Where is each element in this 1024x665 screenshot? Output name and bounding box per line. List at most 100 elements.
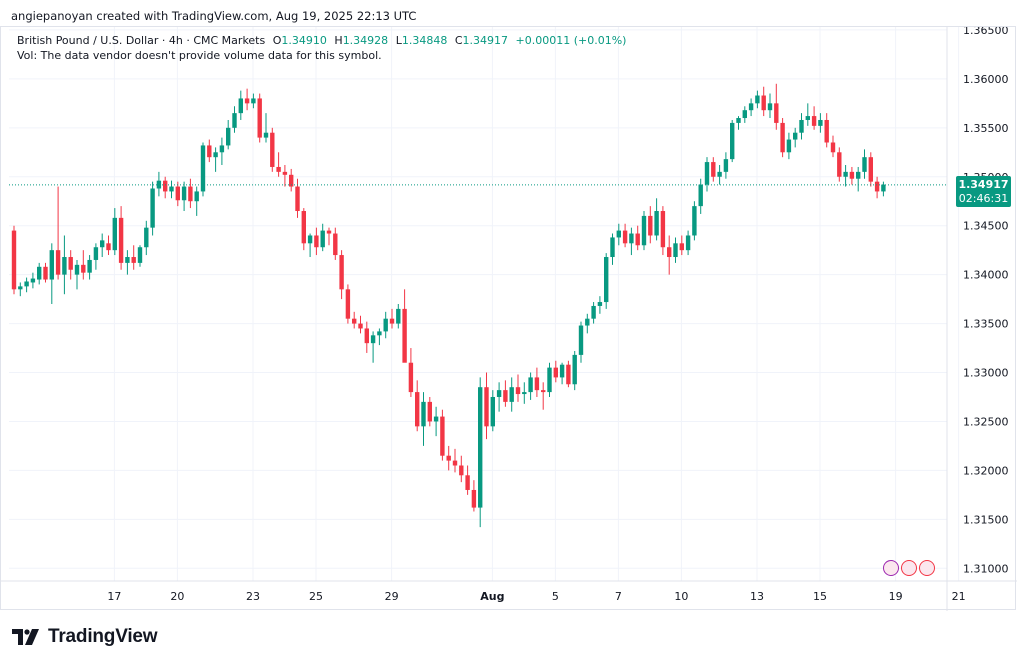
economic-events[interactable] [883,560,937,576]
candle-body [194,191,199,202]
candle-down [679,235,684,256]
candle-down [534,367,540,397]
candle-body [238,98,243,114]
candle-body [200,145,206,192]
candle-body [730,122,735,160]
candle-body [81,264,86,273]
flag-uk-icon[interactable] [919,560,935,576]
candle-up [673,237,678,263]
candle-body [93,247,99,260]
candle-up [843,165,848,187]
last-price-tag: 1.34917 02:46:31 [956,176,1011,207]
candle-up [616,223,621,246]
candle-body [307,235,313,244]
candle-down [389,308,395,329]
x-tick-label: 7 [615,590,622,603]
candle-body [509,387,514,402]
candle-down [427,396,432,427]
high-value: 1.34928 [342,34,389,47]
candle-body [597,302,603,306]
candle-up [232,106,237,133]
candle-up [818,113,823,133]
candle-down [837,147,842,182]
candle-up [547,362,552,397]
change-value: +0.00011 (+0.01%) [515,34,627,47]
candle-down [471,480,477,512]
candle-body [629,233,634,244]
candle-body [446,455,451,461]
candle-body [604,257,609,303]
countdown-timer: 02:46:31 [958,192,1009,205]
candle-body [11,230,17,290]
candle-body [163,180,168,192]
tradingview-logo[interactable]: TradingView [12,626,158,648]
candle-body [685,235,691,251]
candle-body [641,215,647,246]
candle-body [774,103,779,123]
candle-down [446,445,451,471]
candle-body [421,401,426,427]
candle-up [421,392,426,446]
candle-body [723,159,729,172]
candle-up [654,198,659,241]
y-tick-label: 1.32000 [963,464,1009,477]
price-chart[interactable]: 1.365001.360001.355001.350001.345001.340… [1,27,1017,611]
candle-body [471,489,477,508]
x-tick-label: 19 [889,590,903,603]
candle-down [276,152,281,177]
candle-up [49,243,54,304]
candle-body [673,243,678,258]
candle-body [433,416,439,422]
high-label: H [334,34,343,47]
candle-body [528,377,533,393]
candle-body [282,171,288,175]
candle-body [585,318,590,326]
flag-us-icon[interactable] [901,560,917,576]
candle-down [811,106,817,130]
candle-up [730,119,735,163]
candle-body [541,390,546,393]
candle-up [591,302,596,324]
candle-body [219,145,225,153]
candle-body [364,328,369,344]
x-tick-label: Aug [480,590,504,603]
candle-body [169,186,174,192]
candle-down [55,186,61,280]
candle-up [181,181,187,212]
candle-body [232,113,237,128]
candle-down [780,118,785,158]
candle-up [509,377,514,412]
candle-body [811,116,817,126]
candle-body [440,416,445,456]
candle-down [868,152,873,187]
economic-event-icon[interactable] [883,560,899,576]
candle-body [188,186,193,202]
candle-body [49,250,54,280]
candle-up [522,382,527,404]
candle-body [692,206,697,236]
candle-down [761,86,766,117]
x-tick-label: 5 [552,590,559,603]
candle-down [566,360,571,388]
candle-body [799,119,804,133]
candle-body [244,98,250,104]
chart-panel[interactable]: 1.365001.360001.355001.350001.345001.340… [0,26,1017,611]
candle-down [339,250,344,300]
candle-up [377,328,382,346]
x-tick-label: 25 [309,590,323,603]
candle-body [490,396,495,427]
candle-body [320,230,325,248]
close-value: 1.34917 [462,34,509,47]
candle-down [484,372,489,440]
candle-body [566,364,571,385]
candle-up [748,98,754,117]
candle-down [106,235,111,256]
candle-up [156,171,162,197]
candle-down [503,380,508,407]
candle-up [572,350,577,391]
candle-up [169,180,174,199]
candle-down [257,93,262,143]
candle-up [238,90,243,120]
candle-body [874,181,880,192]
candle-body [55,250,61,275]
